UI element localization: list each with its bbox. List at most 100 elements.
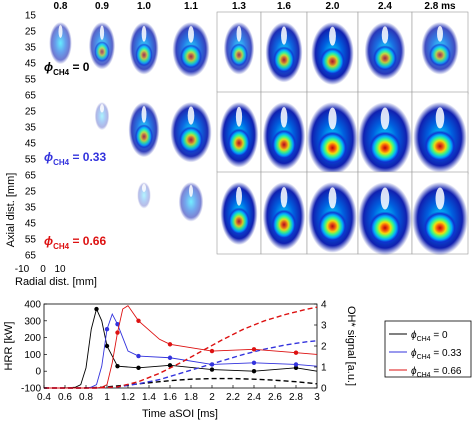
legend: ϕCH4 = 0 ϕCH4 = 0.33 ϕCH4 = 0.66 bbox=[384, 320, 472, 379]
flame-core bbox=[227, 207, 251, 236]
axial-tick: 65 bbox=[25, 251, 37, 262]
time-label: 2.4 bbox=[378, 1, 392, 12]
flame-image bbox=[216, 11, 262, 95]
axial-tick: 25 bbox=[25, 27, 37, 38]
flame-void bbox=[187, 106, 195, 125]
flame-void bbox=[189, 184, 193, 197]
flame-outer bbox=[178, 182, 204, 222]
flame-void bbox=[236, 25, 242, 42]
flame-void bbox=[141, 106, 147, 123]
x-tick-label: 0.6 bbox=[58, 392, 72, 403]
hrr-marker bbox=[293, 365, 299, 371]
flame-image bbox=[81, 172, 123, 254]
y2-tick-label: 2 bbox=[321, 342, 327, 353]
flame-void bbox=[328, 107, 337, 130]
flame-image bbox=[260, 11, 308, 95]
time-label: 0.9 bbox=[95, 1, 109, 12]
x-tick-label: 2.8 bbox=[289, 392, 303, 403]
flame-outer bbox=[49, 21, 72, 65]
hrr-marker bbox=[94, 306, 99, 312]
hrr-marker bbox=[167, 355, 173, 360]
x-tick-label: 2.6 bbox=[268, 392, 282, 403]
legend-label: ϕCH4 = 0.33 bbox=[411, 348, 462, 361]
row-labels: ϕCH4 = 0 ϕCH4 = 0.33 ϕCH4 = 0.66 bbox=[44, 60, 106, 251]
time-label: 2.8 ms bbox=[424, 1, 456, 12]
axial-tick: 45 bbox=[25, 59, 37, 70]
axial-tick: 35 bbox=[25, 43, 37, 54]
flame-core bbox=[135, 43, 153, 67]
flame-core bbox=[368, 131, 402, 165]
hrr-marker bbox=[251, 369, 257, 374]
time-label: 1.1 bbox=[184, 1, 198, 12]
flame-image bbox=[123, 172, 165, 254]
hrr-marker bbox=[251, 347, 257, 352]
y2-ticks: 0 1 2 3 4 bbox=[314, 300, 327, 395]
plot-series bbox=[44, 305, 318, 389]
image-frame bbox=[40, 172, 81, 254]
flame-image bbox=[306, 91, 359, 176]
hrr-marker bbox=[167, 342, 173, 347]
y-tick-label: 100 bbox=[24, 350, 41, 361]
row-label: ϕCH4 = 0 bbox=[44, 60, 90, 77]
flame-void bbox=[435, 107, 445, 129]
radial-ticks: -10 0 10 bbox=[15, 264, 66, 275]
flame-image bbox=[81, 92, 123, 174]
x-tick-label: 2.2 bbox=[226, 392, 240, 403]
flame-void bbox=[381, 26, 389, 44]
axial-tick: 15 bbox=[25, 11, 37, 22]
x-tick-label: 0.8 bbox=[79, 392, 93, 403]
axial-tick: 55 bbox=[25, 235, 37, 246]
x-tick-label: 1.8 bbox=[184, 392, 198, 403]
legend-label: ϕCH4 = 0.66 bbox=[411, 366, 462, 379]
flame-core bbox=[229, 43, 249, 67]
flame-core bbox=[179, 44, 203, 69]
row-label: ϕCH4 = 0.33 bbox=[44, 150, 106, 167]
flame-void bbox=[235, 106, 243, 127]
y2-tick-label: 4 bbox=[321, 300, 327, 311]
flame-void bbox=[141, 25, 147, 42]
flame-core bbox=[271, 209, 297, 240]
y-tick-label: 0 bbox=[35, 367, 41, 378]
axial-tick: 35 bbox=[25, 123, 37, 134]
flame-image bbox=[123, 92, 165, 174]
time-label: 1.0 bbox=[137, 1, 151, 12]
flame-core bbox=[428, 43, 452, 67]
x-axis-label: Time aSOI [ms] bbox=[142, 408, 218, 420]
time-label: 1.6 bbox=[277, 1, 291, 12]
image-frame bbox=[81, 172, 123, 254]
x-tick-label: 1.2 bbox=[121, 392, 135, 403]
flame-image bbox=[357, 171, 413, 256]
x-ticks: 0.4 0.6 0.8 1 1.2 1.4 1.6 1.8 2 2.2 2.4 2.6 2.8 3 bbox=[37, 385, 320, 403]
time-label: 0.8 bbox=[54, 1, 68, 12]
flame-core bbox=[94, 40, 110, 63]
axial-tick: 55 bbox=[25, 155, 37, 166]
axial-tick: 45 bbox=[25, 139, 37, 150]
hrr-marker bbox=[251, 360, 257, 365]
flame-void bbox=[236, 186, 242, 206]
hrr-line bbox=[44, 305, 318, 389]
flame-void bbox=[58, 25, 63, 38]
y2-tick-label: 0 bbox=[321, 384, 327, 395]
axial-tick: 65 bbox=[25, 171, 37, 182]
flame-core bbox=[368, 211, 402, 245]
x-tick-label: 1.4 bbox=[142, 392, 156, 403]
time-labels: 0.8 0.9 1.0 1.1 1.3 1.6 2.0 2.4 2.8 ms bbox=[54, 1, 456, 12]
axial-tick: 55 bbox=[25, 75, 37, 86]
flame-void bbox=[435, 187, 445, 210]
hrr-marker bbox=[209, 362, 215, 367]
flame-core bbox=[423, 211, 457, 245]
flame-core bbox=[134, 124, 154, 149]
flame-outer bbox=[94, 102, 110, 131]
flame-core bbox=[319, 47, 346, 76]
axial-tick: 25 bbox=[25, 107, 37, 118]
hrr-marker bbox=[115, 330, 120, 335]
y2-tick-label: 3 bbox=[321, 321, 327, 332]
flame-core bbox=[372, 45, 398, 72]
oh-line bbox=[44, 377, 318, 389]
flame-image bbox=[411, 11, 469, 95]
hrr-marker bbox=[115, 363, 120, 369]
axial-tick: 65 bbox=[25, 91, 37, 102]
flame-image bbox=[411, 171, 469, 256]
flame-image bbox=[411, 91, 469, 175]
